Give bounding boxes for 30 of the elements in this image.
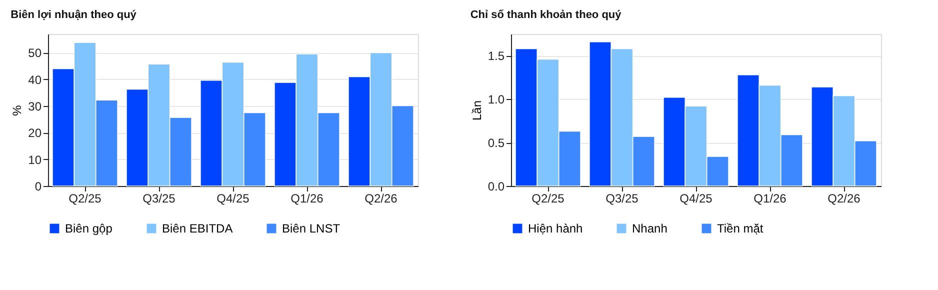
x-tick-label: Q1/26 [754,192,787,206]
x-tick-label: Q4/25 [680,192,713,206]
legend-label: Biên EBITDA [162,222,233,236]
y-tick-label: 0.5 [488,136,505,150]
x-tick-label: Q2/25 [532,192,565,206]
y-tick-label: 30 [28,100,42,114]
legend-label: Hiện hành [528,222,583,236]
y-tick-label: 1.5 [488,49,505,64]
x-tick-label: Q1/26 [290,192,324,206]
legend-label: Nhanh [632,222,668,236]
chart-title: Chỉ số thanh khoản theo quý [470,9,622,21]
y-tick-label: 20 [28,126,42,140]
legend-label: Biên LNST [282,222,341,236]
x-tick-label: Q2/26 [828,192,861,206]
y-tick-label: 40 [28,72,42,87]
legend-label: Biên gộp [65,222,113,236]
y-tick-label: 10 [28,152,42,167]
y-axis-title: Lần [470,100,484,121]
x-tick-label: Q2/25 [68,192,102,206]
x-tick-label: Q4/25 [216,192,250,206]
y-tick-label: 0 [34,180,42,194]
x-tick-label: Q2/26 [364,192,398,206]
y-tick-label: 1.0 [488,92,505,107]
y-tick-label: 50 [28,46,42,60]
x-tick-label: Q3/25 [606,192,639,206]
chart-title: Biên lợi nhuận theo quý [10,9,138,21]
legend-label: Tiền mặt [717,222,764,236]
x-tick-label: Q3/25 [142,192,176,206]
y-axis-title: % [10,104,24,116]
y-tick-label: 0.0 [488,180,505,194]
